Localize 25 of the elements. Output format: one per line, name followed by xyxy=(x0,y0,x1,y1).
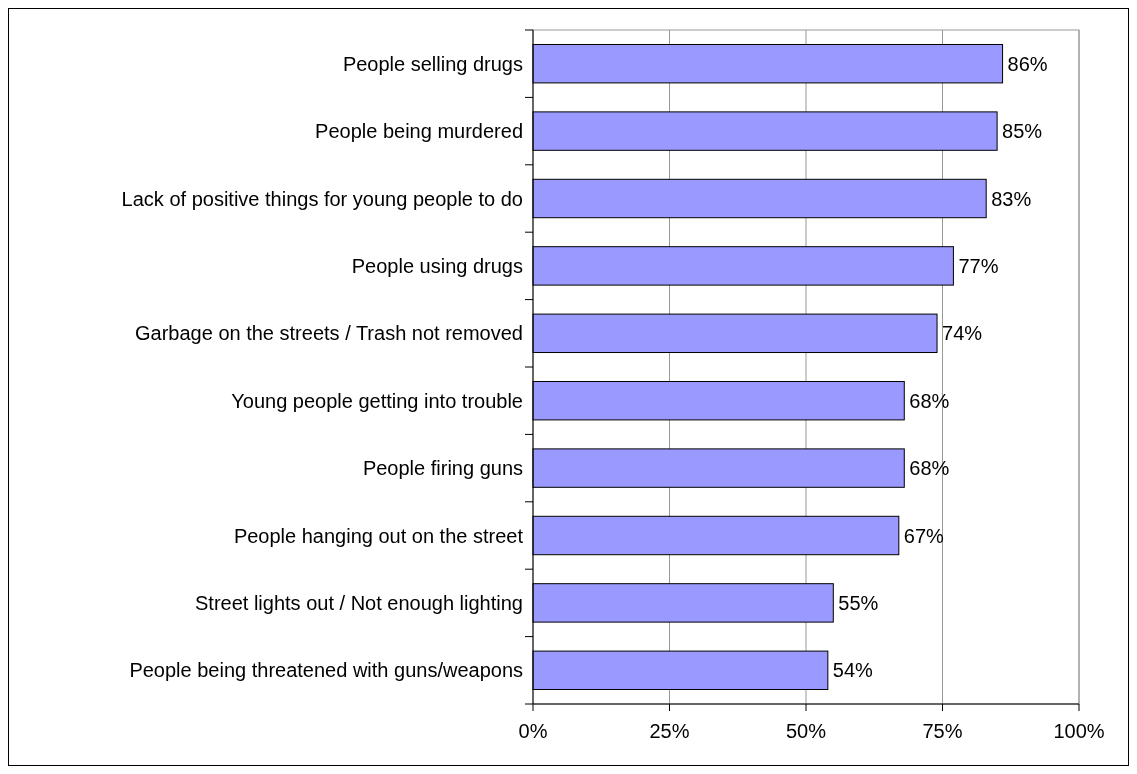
data-label: 74% xyxy=(942,322,983,345)
data-label: 83% xyxy=(991,187,1032,210)
y-tick-label: Lack of positive things for young people to do xyxy=(121,187,523,210)
x-tick-label: 50% xyxy=(785,720,827,742)
data-label: 55% xyxy=(838,591,879,614)
x-tick-label: 100% xyxy=(1053,720,1105,742)
x-tick-label: 25% xyxy=(649,720,690,742)
y-tick-label: People being murdered xyxy=(315,120,523,143)
y-tick-label: Street lights out / Not enough lighting xyxy=(195,591,523,614)
data-label: 86% xyxy=(1007,52,1048,75)
y-tick-label: People using drugs xyxy=(351,254,523,277)
x-tick-label: 75% xyxy=(922,720,963,742)
y-tick-label: Garbage on the streets / Trash not removed xyxy=(135,322,523,345)
data-label: 54% xyxy=(832,659,874,682)
data-label: 68% xyxy=(909,389,950,412)
data-label: 77% xyxy=(958,254,999,277)
y-tick-label: People firing guns xyxy=(362,457,523,480)
data-label: 85% xyxy=(1002,120,1043,143)
data-label: 68% xyxy=(909,457,950,480)
x-tick-label: 0% xyxy=(518,720,548,742)
y-tick-label: People being threatened with guns/weapons xyxy=(129,659,523,682)
y-tick-label: People selling drugs xyxy=(342,52,523,75)
data-label: 67% xyxy=(903,524,945,547)
y-tick-label: Young people getting into trouble xyxy=(231,389,523,412)
y-tick-label: People hanging out on the street xyxy=(233,524,524,547)
